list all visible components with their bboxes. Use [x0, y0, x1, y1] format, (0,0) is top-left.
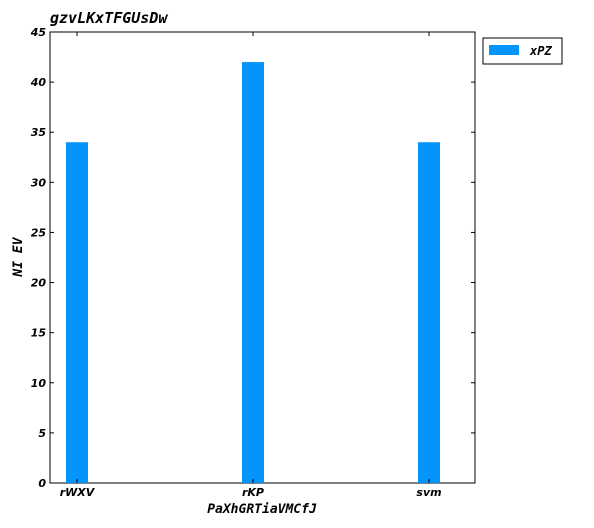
chart-title: gzvLKxTFGUsDw: [50, 9, 168, 27]
y-tick-label: 45: [30, 26, 47, 39]
bar: [242, 62, 264, 484]
y-tick-label: 40: [30, 76, 47, 89]
legend-swatch: [489, 45, 519, 55]
x-tick-label: rWXV: [60, 486, 96, 499]
bars: [66, 62, 440, 484]
y-tick-label: 20: [31, 277, 47, 290]
y-tick-label: 15: [31, 327, 47, 340]
x-tick-label: rKP: [242, 486, 264, 499]
bar: [66, 142, 88, 483]
y-tick-label: 5: [38, 427, 46, 440]
y-tick-label: 10: [31, 377, 47, 390]
legend-label: xPZ: [529, 44, 552, 58]
y-tick-label: 25: [31, 226, 47, 239]
bar: [418, 142, 440, 483]
y-axis-label: NI EV: [11, 236, 26, 277]
y-tick-label: 35: [31, 126, 47, 139]
y-tick-label: 30: [31, 176, 47, 189]
y-axis: 0 5 10 15 20 25 30 35 40 45: [30, 26, 475, 490]
legend: xPZ: [482, 37, 563, 65]
x-axis: rWXV rKP svm: [60, 32, 442, 499]
x-tick-label: svm: [416, 486, 441, 499]
x-axis-label: PaXhGRTiaVMCfJ: [207, 502, 317, 517]
y-tick-label: 0: [38, 477, 46, 490]
